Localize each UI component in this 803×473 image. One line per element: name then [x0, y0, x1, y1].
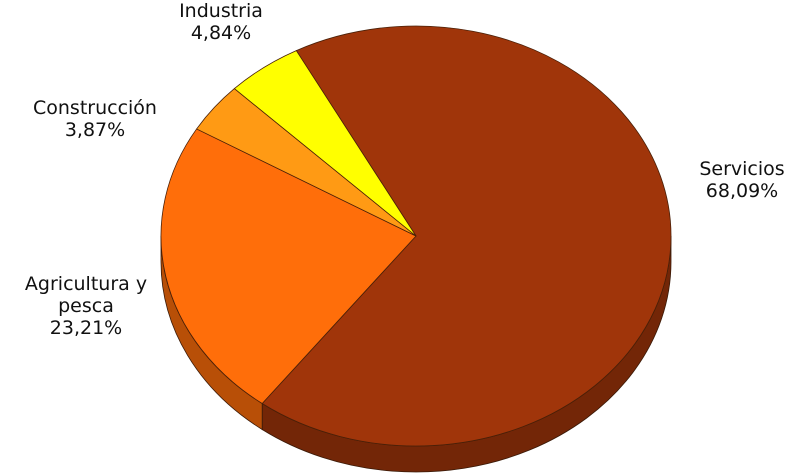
pie-slice-1: [160, 128, 417, 404]
pie-slice-name-0: Servicios: [699, 158, 784, 180]
pie-slice-0: [261, 25, 672, 447]
pie-slice-name-2: Construcción: [33, 97, 157, 119]
pie-slice-value-2: 3,87%: [65, 119, 125, 141]
pie-slice-label-2: Construcción 3,87%: [33, 97, 157, 141]
pie-labels-layer: Servicios 68,09% Agricultura y pesca 23,21% C…: [25, 0, 785, 339]
pie-slice-label-0: Servicios 68,09%: [699, 158, 784, 202]
pie-slice-value-3: 4,84%: [191, 22, 251, 44]
pie-slice-name-1: pesca: [58, 295, 114, 317]
pie-slice-label-3: Industria 4,84%: [179, 0, 263, 44]
pie-slice-label-1: Agricultura y pesca 23,21%: [25, 273, 147, 339]
pie-slice-name-3: Industria: [179, 0, 263, 22]
pie-slice-3: [233, 50, 417, 237]
pie-slice-name-1: Agricultura y: [25, 273, 147, 295]
pie-top-layer: [160, 25, 672, 447]
pie-slice-value-0: 68,09%: [706, 180, 778, 202]
pie-slice-value-1: 23,21%: [50, 317, 122, 339]
